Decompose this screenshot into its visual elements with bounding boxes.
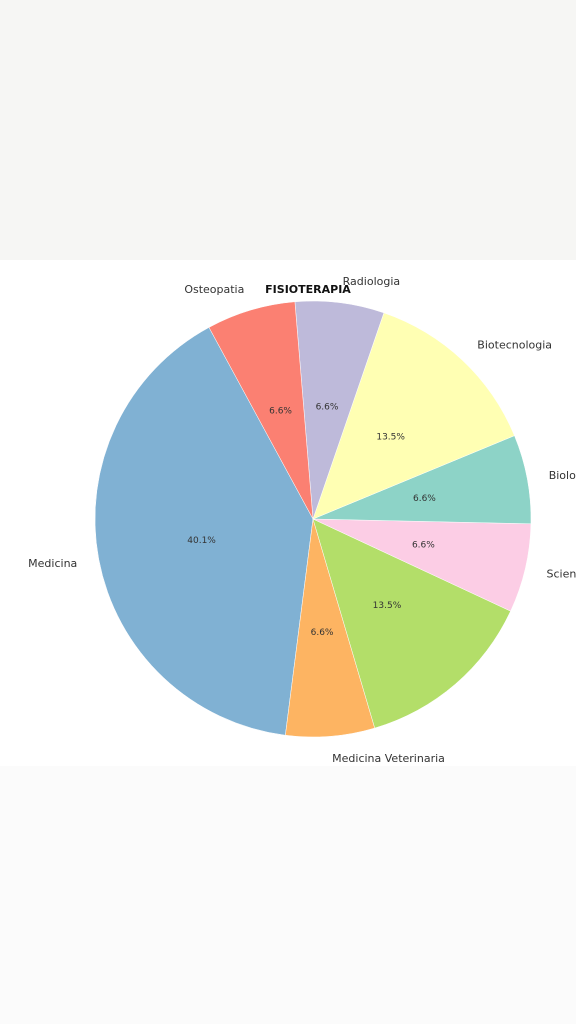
slice-category-label: Biologia <box>549 469 576 482</box>
slice-category-label: Radiologia <box>343 275 400 288</box>
bottom-background <box>0 766 576 1024</box>
pie-slice-1 <box>94 327 314 736</box>
pie-slice-8 <box>208 301 314 520</box>
slice-category-label: Osteopatia <box>184 283 244 296</box>
pie-labels: 40.1% Medicina 6.6% Medicina Veterinaria 13.… <box>28 275 576 765</box>
slice-percent-label: 6.6% <box>269 406 292 416</box>
slice-percent-label: 6.6% <box>316 403 339 413</box>
slice-category-label: Medicina Veterinaria <box>332 752 445 765</box>
pie-chart: 40.1% Medicina 6.6% Medicina Veterinaria 13.… <box>28 275 576 765</box>
slice-percent-label: 40.1% <box>187 536 216 546</box>
slice-percent-label: 6.6% <box>413 494 436 504</box>
slice-percent-label: 13.5% <box>373 601 402 611</box>
slice-category-label: Biotecnologia <box>477 338 552 351</box>
pie-slices <box>94 300 532 738</box>
pie-slice-6 <box>312 312 515 520</box>
pie-slice-3 <box>312 518 511 729</box>
chart-title: FISIOTERAPIA <box>265 283 351 296</box>
slice-category-label: Medicina <box>28 557 77 570</box>
slice-category-label: Scienze Motorie <box>547 567 576 580</box>
slice-percent-label: 6.6% <box>412 541 435 551</box>
slice-percent-label: 13.5% <box>376 432 405 442</box>
slice-percent-label: 6.6% <box>311 628 334 638</box>
top-background <box>0 0 576 260</box>
pie-chart-panel: 40.1% Medicina 6.6% Medicina Veterinaria 13.… <box>0 260 576 766</box>
